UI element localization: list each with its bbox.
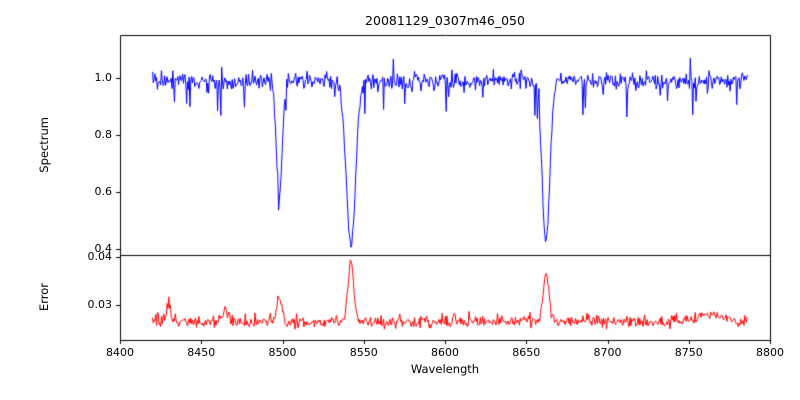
y-tick-label: 0.4 xyxy=(94,242,113,256)
x-tick-label: 8750 xyxy=(674,346,703,359)
y-tick-label: 1.0 xyxy=(94,70,113,84)
chart-title: 20081129_0307m46_050 xyxy=(365,13,525,28)
x-tick-label: 8500 xyxy=(268,346,297,359)
x-tick-label: 8450 xyxy=(187,346,216,359)
x-tick-label: 8650 xyxy=(512,346,541,359)
y-axis-label-spectrum-wrap: Spectrum xyxy=(36,35,52,255)
x-tick-label: 8550 xyxy=(349,346,378,359)
x-tick-label: 8800 xyxy=(756,346,784,359)
y-tick-label: 0.8 xyxy=(94,128,113,141)
y-tick-label: 0.03 xyxy=(87,297,113,311)
y-tick-label: 0.6 xyxy=(94,185,113,199)
x-tick-label: 8600 xyxy=(431,346,459,359)
y-tick-label: 0.04 xyxy=(87,250,113,264)
x-axis-label: Wavelength xyxy=(410,362,480,376)
x-tick-label: 8700 xyxy=(593,346,622,359)
y-axis-label-spectrum: Spectrum xyxy=(37,117,51,173)
x-tick-label: 8400 xyxy=(106,346,134,359)
